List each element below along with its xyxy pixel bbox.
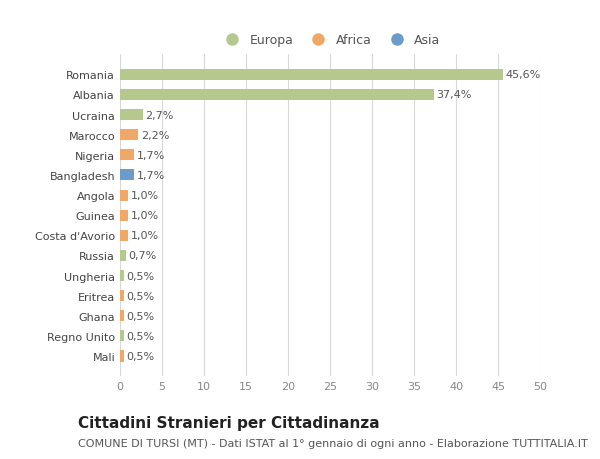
Text: 1,0%: 1,0% [131, 190, 159, 201]
Text: 0,7%: 0,7% [128, 251, 157, 261]
Bar [120, 110, 143, 121]
Bar [120, 230, 128, 241]
Bar [120, 250, 126, 262]
Text: 0,5%: 0,5% [127, 331, 155, 341]
Text: 0,5%: 0,5% [127, 271, 155, 281]
Text: 0,5%: 0,5% [127, 291, 155, 301]
Bar [120, 190, 128, 201]
Text: Cittadini Stranieri per Cittadinanza: Cittadini Stranieri per Cittadinanza [78, 415, 380, 431]
Bar [120, 130, 139, 141]
Text: 45,6%: 45,6% [506, 70, 541, 80]
Bar [120, 330, 124, 341]
Bar [120, 150, 134, 161]
Text: 1,0%: 1,0% [131, 231, 159, 241]
Text: 2,2%: 2,2% [141, 130, 169, 140]
Bar [120, 291, 124, 302]
Bar [120, 170, 134, 181]
Bar [120, 210, 128, 221]
Text: 0,5%: 0,5% [127, 351, 155, 361]
Text: 1,7%: 1,7% [137, 151, 165, 161]
Bar [120, 90, 434, 101]
Text: 1,7%: 1,7% [137, 171, 165, 180]
Text: 2,7%: 2,7% [145, 110, 173, 120]
Legend: Europa, Africa, Asia: Europa, Africa, Asia [215, 29, 445, 52]
Bar [120, 270, 124, 281]
Bar [120, 70, 503, 81]
Text: 0,5%: 0,5% [127, 311, 155, 321]
Text: 37,4%: 37,4% [437, 90, 472, 100]
Text: COMUNE DI TURSI (MT) - Dati ISTAT al 1° gennaio di ogni anno - Elaborazione TUTT: COMUNE DI TURSI (MT) - Dati ISTAT al 1° … [78, 438, 588, 448]
Text: 1,0%: 1,0% [131, 211, 159, 221]
Bar [120, 311, 124, 322]
Bar [120, 351, 124, 362]
